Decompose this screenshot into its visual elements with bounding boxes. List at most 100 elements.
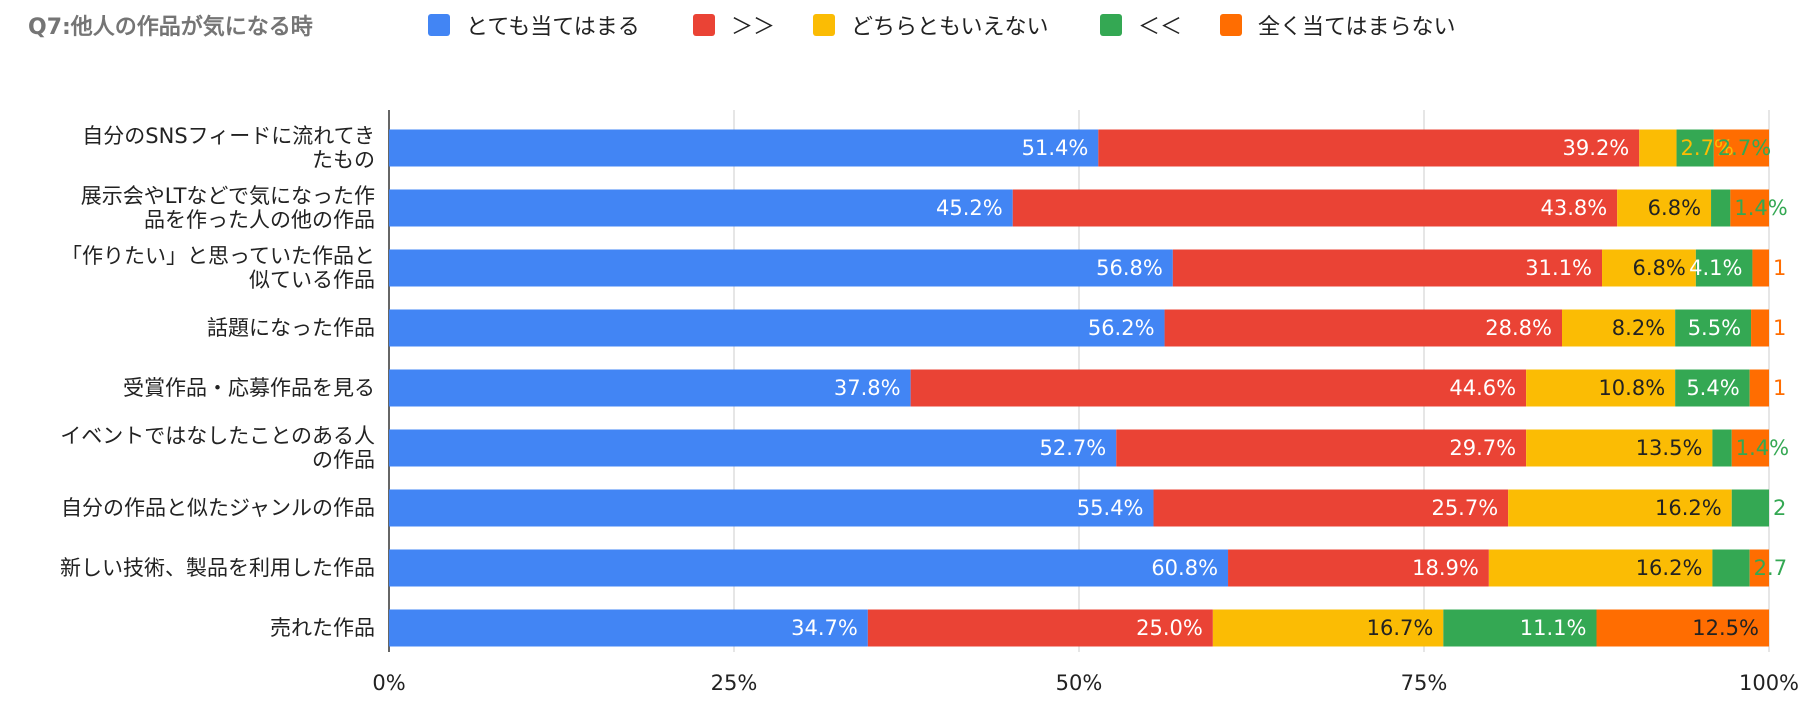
bar-segment [389, 429, 1117, 467]
data-label: 5.5% [1688, 316, 1741, 340]
x-tick-label: 50% [1056, 671, 1103, 695]
data-label: 28.8% [1485, 316, 1552, 340]
data-label: 6.8% [1633, 256, 1686, 280]
data-label: 31.1% [1525, 256, 1592, 280]
data-label: 25.0% [1136, 616, 1203, 640]
legend-swatch [813, 14, 835, 36]
bar-segment [1596, 609, 1769, 647]
legend-label: ＞＞ [731, 15, 775, 40]
category-label: 話題になった作品 [207, 316, 375, 340]
bar-segment [389, 549, 1229, 587]
bar-segment [1098, 129, 1640, 167]
data-label: 8.2% [1612, 316, 1665, 340]
bar-segment [1730, 189, 1769, 227]
data-label: 5.4% [1686, 376, 1739, 400]
data-label: 1 [1773, 316, 1786, 340]
bar-segment [1676, 129, 1714, 167]
bar-segment [389, 249, 1173, 287]
legend-label: ＜＜ [1138, 15, 1182, 40]
bar-segment [1695, 249, 1753, 287]
data-label: 2.7% [1718, 136, 1771, 160]
bar-segment [1617, 189, 1712, 227]
data-label: 16.7% [1367, 616, 1434, 640]
bar-segment [1752, 249, 1769, 287]
legend-swatch [428, 14, 450, 36]
chart-title: Q7:他人の作品が気になる時 [28, 14, 313, 40]
data-label: 13.5% [1636, 436, 1703, 460]
bar-segment [389, 369, 911, 407]
bar-segment [1639, 129, 1677, 167]
category-label: 自分の作品と似たジャンルの作品 [61, 496, 375, 520]
data-label: 45.2% [936, 196, 1003, 220]
bar-segment [389, 189, 1013, 227]
bar-segment [1675, 369, 1750, 407]
data-label: 6.8% [1648, 196, 1701, 220]
bar-segment [1749, 549, 1769, 587]
bar-segment [1749, 369, 1769, 407]
data-label: 1.4% [1736, 436, 1789, 460]
bar-segment [1172, 249, 1603, 287]
category-labels: 自分のSNSフィードに流れてきたもの展示会やLTなどで気になった作品を作った人の… [60, 124, 375, 640]
data-label: 56.2% [1088, 316, 1155, 340]
data-label: 16.2% [1636, 556, 1703, 580]
data-label: 11.1% [1520, 616, 1587, 640]
bar-segment [1712, 549, 1750, 587]
bar-segment [1488, 549, 1713, 587]
data-label: 12.5% [1692, 616, 1759, 640]
data-label: 51.4% [1022, 136, 1089, 160]
bar-segment [1212, 609, 1444, 647]
category-label: 「作りたい」と思っていた作品と [61, 244, 375, 268]
data-label: 2.7 [1754, 556, 1787, 580]
data-label: 44.6% [1449, 376, 1516, 400]
data-label: 2.7% [1681, 136, 1734, 160]
data-label: 18.9% [1412, 556, 1479, 580]
bar-segment [389, 309, 1165, 347]
data-label: 37.8% [834, 376, 901, 400]
bar-segment [1751, 309, 1769, 347]
data-label: 4.1% [1689, 256, 1742, 280]
category-label: 自分のSNSフィードに流れてき [82, 124, 375, 148]
category-label: の作品 [312, 448, 375, 472]
legend-label: 全く当てはまらない [1258, 15, 1456, 40]
bar-segment [910, 369, 1527, 407]
data-label: 1 [1773, 376, 1786, 400]
legend-label: とても当てはまる [466, 15, 640, 40]
x-tick-label: 25% [711, 671, 758, 695]
bar-segment [1562, 309, 1676, 347]
data-label: 16.2% [1655, 496, 1722, 520]
data-label: 25.7% [1431, 496, 1498, 520]
data-label: 52.7% [1040, 436, 1107, 460]
data-label: 34.7% [791, 616, 858, 640]
category-label: イベントではなしたことのある人 [60, 424, 375, 448]
bar-segment [389, 489, 1154, 527]
data-label: 39.2% [1563, 136, 1630, 160]
bar-segment [1526, 429, 1713, 467]
category-label: 売れた作品 [270, 616, 375, 640]
bar-segment [1712, 429, 1732, 467]
bar-segment [1012, 189, 1618, 227]
x-tick-label: 75% [1401, 671, 1448, 695]
bar-segment [1116, 429, 1527, 467]
bar-segment [1228, 549, 1489, 587]
bar-segment [1526, 369, 1676, 407]
category-label: 新しい技術、製品を利用した作品 [60, 556, 375, 580]
bars [389, 129, 1769, 647]
data-label: 55.4% [1077, 496, 1144, 520]
legend: とても当てはまる ＞＞ どちらともいえない ＜＜ 全く当てはまらない [428, 14, 1456, 40]
bar-segment [1602, 249, 1696, 287]
data-label: 2 [1773, 496, 1786, 520]
category-label: たもの [312, 148, 375, 172]
legend-swatch [1220, 14, 1242, 36]
bar-segment [1153, 489, 1509, 527]
bar-segment [389, 129, 1099, 167]
bar-segment [1711, 189, 1731, 227]
bar-segment [867, 609, 1213, 647]
bar-segment [1731, 489, 1769, 527]
x-tick-label: 0% [372, 671, 405, 695]
data-label: 56.8% [1096, 256, 1163, 280]
x-tick-label: 100% [1739, 671, 1799, 695]
x-axis-ticks: 0% 25% 50% 75% 100% [372, 671, 1799, 695]
bar-segment [1713, 129, 1769, 167]
bar-segment [1675, 309, 1752, 347]
